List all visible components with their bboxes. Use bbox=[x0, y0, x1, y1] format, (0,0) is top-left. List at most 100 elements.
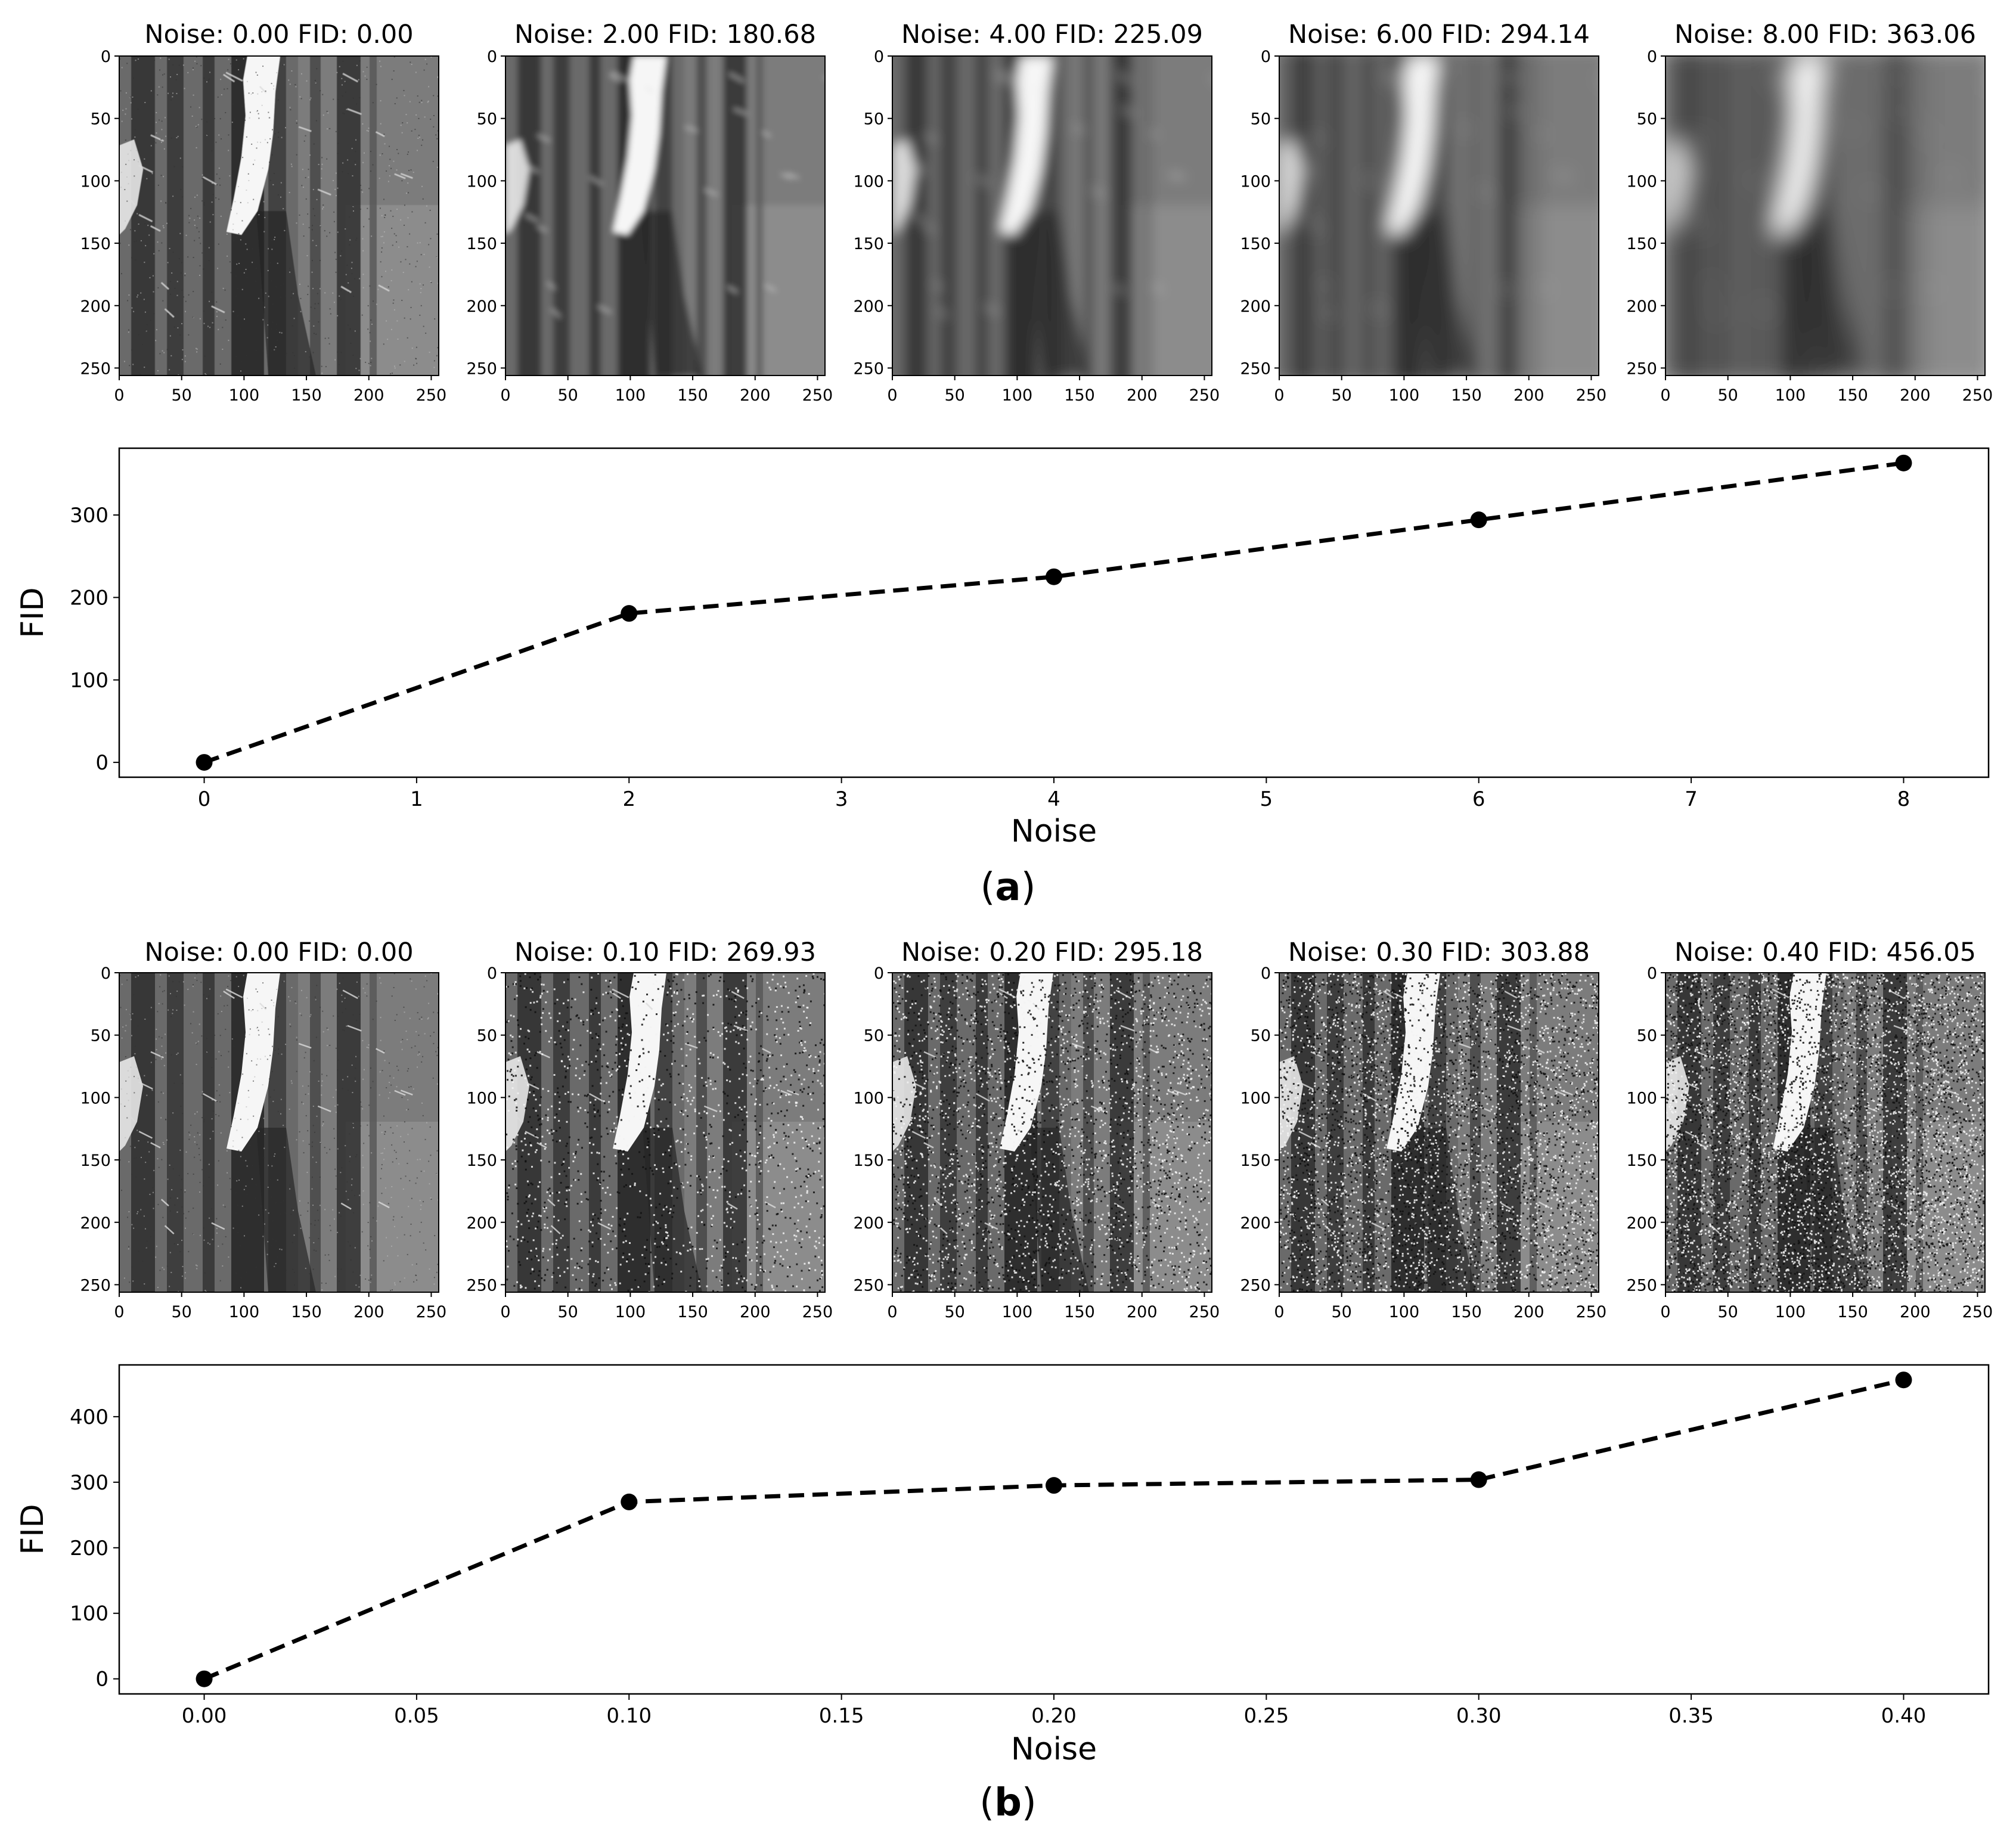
scene-noise bbox=[1279, 973, 1599, 1292]
scene-grain bbox=[119, 973, 439, 1292]
thumbnail-xtick-label: 0 bbox=[500, 1303, 510, 1321]
thumbnail-ytick-label: 0 bbox=[101, 964, 111, 983]
thumbnail-title: Noise: 0.20 FID: 295.18 bbox=[901, 938, 1203, 967]
thumbnail-image bbox=[892, 56, 1212, 375]
x-tick-label: 0.15 bbox=[819, 1704, 864, 1728]
x-tick-label: 0.35 bbox=[1668, 1704, 1714, 1728]
thumbnail-title: Noise: 4.00 FID: 225.09 bbox=[901, 20, 1203, 49]
scene-noise bbox=[1665, 973, 1985, 1292]
thumbnail-ytick-label: 250 bbox=[80, 1276, 111, 1295]
thumbnail-ytick-label: 100 bbox=[853, 1089, 884, 1107]
thumbnail-ytick-label: 250 bbox=[853, 1276, 884, 1295]
x-tick-label: 7 bbox=[1685, 787, 1698, 811]
thumbnail-image bbox=[505, 973, 825, 1292]
y-tick-label: 200 bbox=[70, 586, 108, 610]
thumbnail-title: Noise: 0.30 FID: 303.88 bbox=[1288, 938, 1590, 967]
thumbnail-frame bbox=[1279, 972, 1599, 1293]
thumbnail-xtick-label: 50 bbox=[558, 1303, 578, 1321]
thumbnail-ytick-label: 0 bbox=[874, 964, 884, 983]
thumbnail-xtick-label: 250 bbox=[802, 1303, 833, 1321]
scene-noise bbox=[892, 973, 1212, 1292]
scene-base bbox=[892, 56, 1212, 375]
thumbnail-xtick-label: 200 bbox=[1513, 1303, 1544, 1321]
thumbnail-xtick-label: 150 bbox=[1837, 1303, 1868, 1321]
thumbnail-ytick-label: 200 bbox=[1240, 297, 1271, 316]
thumbnail-ytick-label: 50 bbox=[1637, 110, 1657, 129]
scene-base bbox=[505, 56, 825, 375]
thumbnail-ytick-label: 150 bbox=[1626, 235, 1657, 253]
thumbnail-ytick-label: 250 bbox=[80, 359, 111, 378]
data-point bbox=[196, 1670, 213, 1687]
thumbnail-xtick-label: 150 bbox=[1451, 386, 1482, 405]
thumbnail-ytick-label: 250 bbox=[853, 359, 884, 378]
thumbnail-title: Noise: 0.00 FID: 0.00 bbox=[144, 20, 413, 49]
thumbnail-ytick-label: 100 bbox=[853, 172, 884, 191]
plot-frame bbox=[118, 447, 1990, 778]
thumbnail-ytick-label: 50 bbox=[1637, 1027, 1657, 1045]
thumbnail-xtick-label: 0 bbox=[887, 386, 897, 405]
data-point bbox=[196, 754, 213, 771]
thumbnail-ytick-label: 250 bbox=[1626, 1276, 1657, 1295]
y-tick-label: 200 bbox=[70, 1537, 108, 1560]
thumbnail-xtick-label: 50 bbox=[945, 386, 965, 405]
line-chart: 0.00 0.05 0.10 0.15 0.20 0.25 0.30 0.35 0.40 0 100… bbox=[15, 1364, 1990, 1825]
x-tick-label: 0.30 bbox=[1456, 1704, 1502, 1728]
y-tick-label: 0 bbox=[95, 751, 108, 775]
thumbnail-xtick-label: 50 bbox=[172, 1303, 192, 1321]
thumbnail-image bbox=[1279, 973, 1599, 1292]
thumbnail-title: Noise: 8.00 FID: 363.06 bbox=[1674, 20, 1976, 49]
thumbnail-xtick-label: 150 bbox=[1064, 1303, 1095, 1321]
panel-caption-label: b bbox=[994, 1781, 1022, 1825]
thumbnail-ytick-label: 150 bbox=[466, 235, 497, 253]
thumbnail-ytick-label: 200 bbox=[853, 1214, 884, 1233]
x-tick-label: 0.40 bbox=[1881, 1704, 1927, 1728]
thumbnail-image bbox=[892, 973, 1212, 1292]
thumbnail-ytick-label: 150 bbox=[1240, 235, 1271, 253]
thumbnail-xtick-label: 200 bbox=[353, 386, 384, 405]
thumbnail-ytick-label: 200 bbox=[853, 297, 884, 316]
thumbnail-ytick-label: 200 bbox=[80, 1214, 111, 1233]
thumbnail-xtick-label: 0 bbox=[114, 1303, 124, 1321]
panel-caption: (b) bbox=[979, 1781, 1037, 1825]
x-axis-label: Noise bbox=[1011, 814, 1097, 849]
scene-base bbox=[119, 973, 439, 1292]
scene-grain bbox=[119, 56, 439, 375]
scene-base bbox=[1279, 56, 1599, 375]
thumbnail-ytick-label: 100 bbox=[80, 1089, 111, 1107]
thumbnail-ytick-label: 0 bbox=[101, 48, 111, 66]
x-tick-label: 0.10 bbox=[606, 1704, 652, 1728]
thumbnail-xtick-label: 200 bbox=[1900, 1303, 1931, 1321]
thumbnail-xtick-label: 250 bbox=[416, 1303, 447, 1321]
thumbnail-ytick-label: 150 bbox=[466, 1152, 497, 1170]
thumbnail-xtick-label: 50 bbox=[1332, 1303, 1352, 1321]
thumbnail-xtick-label: 250 bbox=[1189, 1303, 1220, 1321]
thumbnail-ytick-label: 0 bbox=[1261, 48, 1271, 66]
thumbnail-xtick-label: 0 bbox=[887, 1303, 897, 1321]
data-point bbox=[1046, 568, 1062, 585]
thumbnail-xtick-label: 100 bbox=[1775, 386, 1806, 405]
thumbnail-frame bbox=[119, 55, 439, 376]
y-tick-label: 300 bbox=[70, 504, 108, 527]
thumbnail-ytick-label: 100 bbox=[80, 172, 111, 191]
thumbnail-frame bbox=[892, 972, 1212, 1293]
panel-caption-label: a bbox=[995, 865, 1021, 910]
thumbnail-title: Noise: 0.10 FID: 269.93 bbox=[514, 938, 816, 967]
thumbnail-xtick-label: 100 bbox=[1002, 1303, 1033, 1321]
thumbnail-ytick-label: 0 bbox=[1261, 964, 1271, 983]
x-tick-label: 6 bbox=[1472, 787, 1485, 811]
thumbnail-ytick-label: 150 bbox=[853, 1152, 884, 1170]
thumbnail-image bbox=[1279, 56, 1599, 375]
thumbnail-xtick-label: 0 bbox=[500, 386, 510, 405]
thumbnail-frame bbox=[1279, 55, 1599, 376]
thumbnail-ytick-label: 50 bbox=[864, 110, 884, 129]
thumbnail-ytick-label: 250 bbox=[466, 359, 497, 378]
thumbnail-xtick-label: 100 bbox=[1389, 386, 1420, 405]
thumbnail-xtick-label: 200 bbox=[1127, 1303, 1158, 1321]
